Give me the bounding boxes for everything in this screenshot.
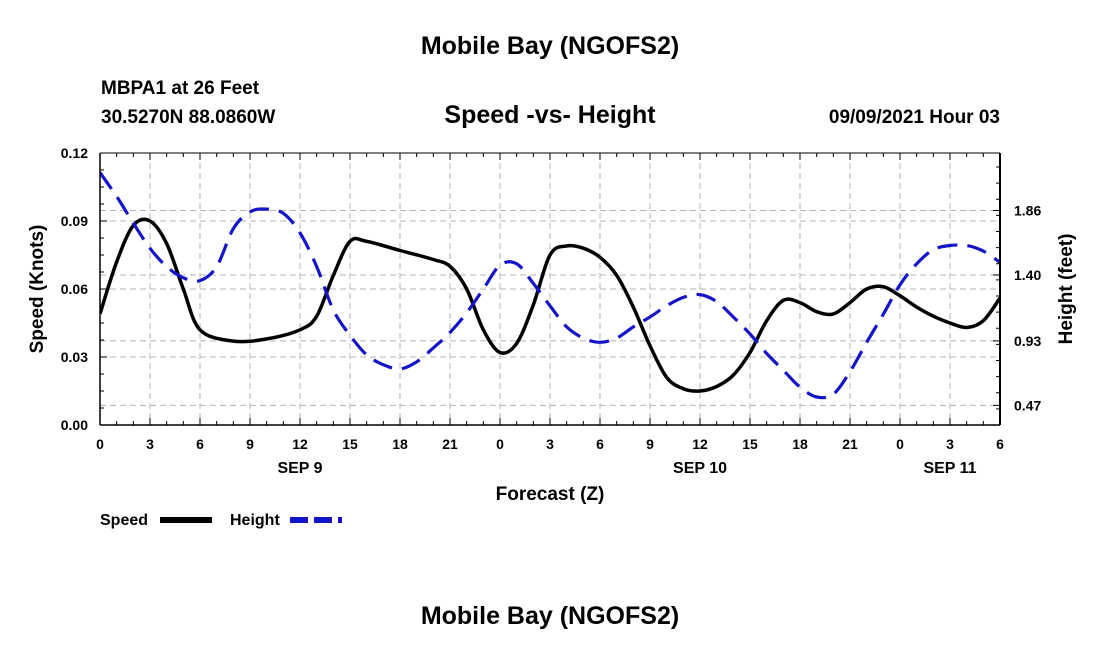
series-line-height: [100, 171, 1000, 400]
x-tick-label: 21: [842, 436, 858, 452]
y-tick-label-left: 0.03: [61, 349, 88, 365]
x-tick-label: 21: [442, 436, 458, 452]
y-tick-label-right: 1.40: [1014, 267, 1041, 283]
x-axis-label: Forecast (Z): [496, 484, 605, 505]
x-tick-label: 12: [692, 436, 708, 452]
x-tick-label: 3: [146, 436, 154, 452]
x-tick-label: 18: [792, 436, 808, 452]
footer-title: Mobile Bay (NGOFS2): [420, 602, 680, 630]
x-tick-label: 0: [896, 436, 904, 452]
x-tick-label: 15: [742, 436, 758, 452]
y-tick-label-left: 0.09: [61, 213, 88, 229]
y-axis-label-right: Height (feet): [1056, 234, 1077, 345]
y-tick-label-left: 0.00: [61, 417, 88, 433]
chart-subtitle: Speed -vs- Height: [444, 101, 656, 129]
x-tick-label: 3: [946, 436, 954, 452]
forecast-datetime: 09/09/2021 Hour 03: [828, 107, 1000, 128]
y-tick-label-right: 0.93: [1014, 333, 1041, 349]
legend-label-height: Height: [230, 512, 280, 529]
date-label: SEP 9: [277, 460, 322, 477]
legend-label-speed: Speed: [100, 512, 148, 529]
series-line-speed: [100, 217, 1000, 393]
x-tick-label: 18: [392, 436, 408, 452]
x-tick-label: 6: [996, 436, 1004, 452]
y-axis-label-left: Speed (Knots): [27, 225, 48, 354]
date-label: SEP 10: [673, 460, 727, 477]
axes: 0 3 6 9 12 15 18 21 0 3 6 9 12 15 18 21 0 3 6 SEP 9 SEP 10 SE…: [27, 145, 1077, 505]
coordinates-label: 30.5270N 88.0860W: [101, 107, 276, 128]
x-tick-label: 6: [596, 436, 604, 452]
x-tick-label: 6: [196, 436, 204, 452]
y-tick-label-right: 1.86: [1014, 202, 1041, 218]
date-label: SEP 11: [923, 460, 976, 477]
legend: Speed Height: [100, 512, 342, 529]
x-tick-label: 15: [342, 436, 358, 452]
series-layer: [100, 171, 1000, 400]
x-tick-label: 3: [546, 436, 554, 452]
station-label: MBPA1 at 26 Feet: [101, 78, 260, 99]
y-tick-label-right: 0.47: [1014, 397, 1041, 413]
x-tick-label: 9: [246, 436, 254, 452]
x-tick-label: 12: [292, 436, 308, 452]
x-tick-label: 0: [96, 436, 104, 452]
y-tick-label-left: 0.06: [61, 281, 88, 297]
x-tick-label: 9: [646, 436, 654, 452]
y-tick-label-left: 0.12: [61, 145, 88, 161]
x-tick-label: 0: [496, 436, 504, 452]
chart-title: Mobile Bay (NGOFS2): [420, 32, 680, 60]
